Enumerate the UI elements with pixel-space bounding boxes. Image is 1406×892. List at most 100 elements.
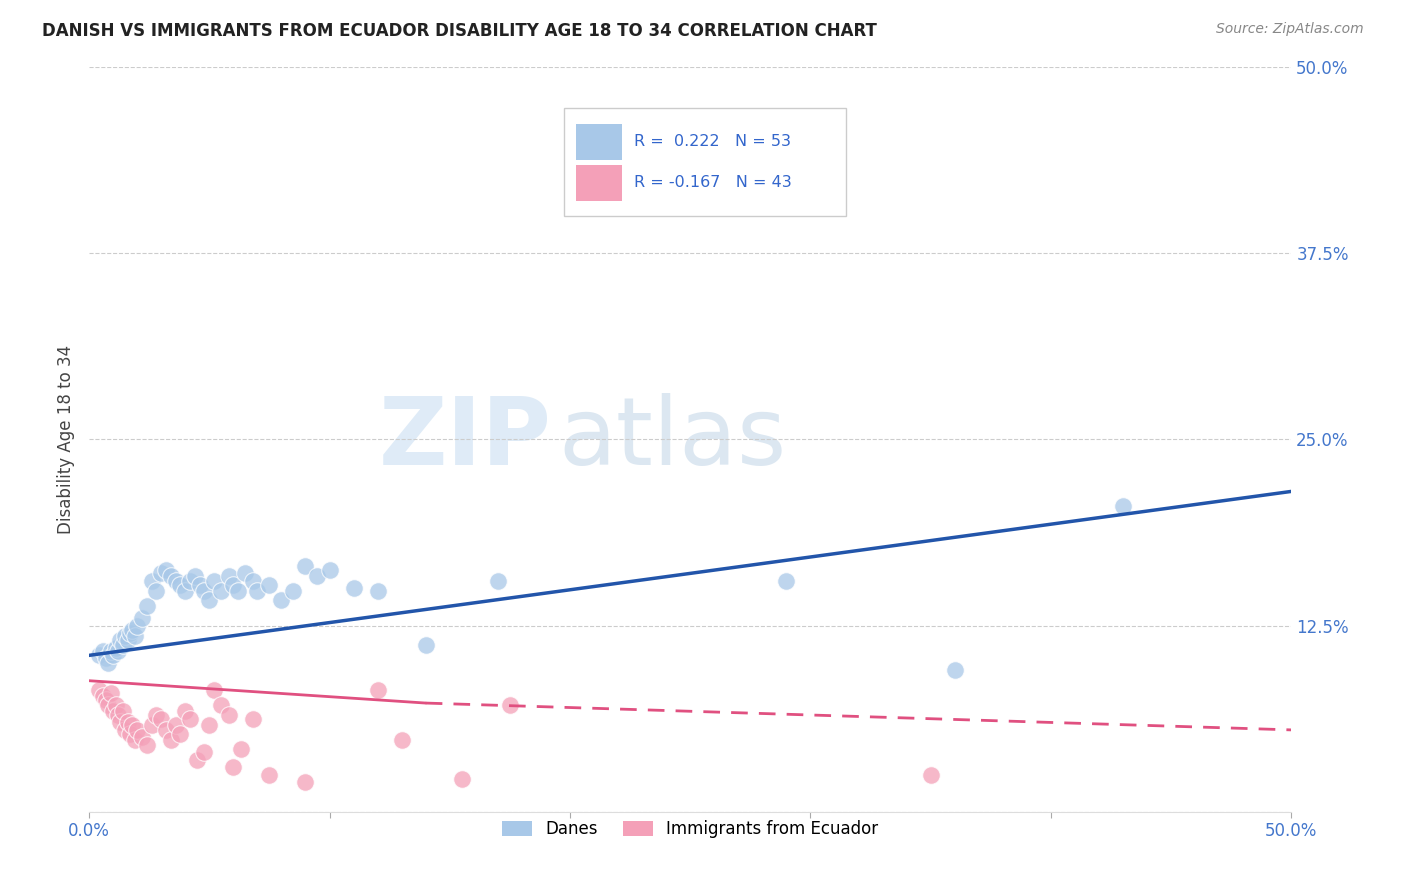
Point xyxy=(229,742,252,756)
Point xyxy=(415,638,437,652)
Text: Source: ZipAtlas.com: Source: ZipAtlas.com xyxy=(1216,22,1364,37)
Bar xyxy=(576,165,621,201)
Point xyxy=(318,563,340,577)
Text: R = -0.167   N = 43: R = -0.167 N = 43 xyxy=(634,176,792,190)
Point xyxy=(107,644,129,658)
Point xyxy=(87,682,110,697)
Bar xyxy=(576,124,621,160)
Point xyxy=(169,578,191,592)
Point xyxy=(87,648,110,663)
Point xyxy=(165,718,187,732)
Point xyxy=(94,651,117,665)
Point xyxy=(202,574,225,588)
Point xyxy=(93,644,115,658)
Point xyxy=(486,574,509,588)
Point xyxy=(775,574,797,588)
Point xyxy=(193,584,215,599)
Point xyxy=(121,623,143,637)
Point xyxy=(141,574,163,588)
Text: DANISH VS IMMIGRANTS FROM ECUADOR DISABILITY AGE 18 TO 34 CORRELATION CHART: DANISH VS IMMIGRANTS FROM ECUADOR DISABI… xyxy=(42,22,877,40)
Point xyxy=(97,698,120,712)
Point xyxy=(188,578,211,592)
Point xyxy=(155,723,177,737)
Point xyxy=(235,566,257,581)
Point xyxy=(450,772,472,786)
Point xyxy=(294,775,316,789)
Point xyxy=(101,648,124,663)
Point xyxy=(117,715,139,730)
Point xyxy=(342,582,364,596)
Point xyxy=(169,727,191,741)
Point xyxy=(159,569,181,583)
Point xyxy=(100,644,122,658)
Point xyxy=(174,704,197,718)
Point xyxy=(218,569,240,583)
Point xyxy=(184,569,207,583)
Point xyxy=(101,704,124,718)
Y-axis label: Disability Age 18 to 34: Disability Age 18 to 34 xyxy=(58,344,75,533)
Point xyxy=(193,745,215,759)
Point xyxy=(307,569,329,583)
Point xyxy=(114,629,136,643)
Text: ZIP: ZIP xyxy=(380,393,553,485)
Point xyxy=(124,733,146,747)
Point xyxy=(165,574,187,588)
Point xyxy=(367,682,389,697)
Point xyxy=(283,584,305,599)
Point xyxy=(93,689,115,703)
Point xyxy=(246,584,269,599)
Point xyxy=(209,584,232,599)
Point xyxy=(222,760,245,774)
Point xyxy=(127,723,149,737)
Point xyxy=(111,704,134,718)
Point xyxy=(127,618,149,632)
Point xyxy=(1112,500,1135,514)
Point xyxy=(100,685,122,699)
Point xyxy=(159,733,181,747)
Text: atlas: atlas xyxy=(558,393,786,485)
Point xyxy=(202,682,225,697)
Point xyxy=(94,693,117,707)
Text: R =  0.222   N = 53: R = 0.222 N = 53 xyxy=(634,135,790,149)
Point xyxy=(270,593,292,607)
Point xyxy=(145,584,167,599)
Point xyxy=(920,767,942,781)
Point xyxy=(114,723,136,737)
Point xyxy=(111,638,134,652)
Legend: Danes, Immigrants from Ecuador: Danes, Immigrants from Ecuador xyxy=(495,814,884,845)
Point xyxy=(104,698,127,712)
Point xyxy=(198,593,221,607)
Point xyxy=(198,718,221,732)
Point xyxy=(242,713,264,727)
Point xyxy=(121,718,143,732)
Point xyxy=(135,599,157,614)
Point xyxy=(222,578,245,592)
Point xyxy=(141,718,163,732)
Point xyxy=(294,558,316,573)
Point xyxy=(145,708,167,723)
FancyBboxPatch shape xyxy=(564,108,846,216)
Point xyxy=(186,753,208,767)
Point xyxy=(117,633,139,648)
Point xyxy=(242,574,264,588)
Point xyxy=(131,731,153,745)
Point xyxy=(259,578,281,592)
Point xyxy=(97,656,120,670)
Point xyxy=(367,584,389,599)
Point xyxy=(499,698,522,712)
Point xyxy=(943,663,966,677)
Point xyxy=(174,584,197,599)
Point xyxy=(179,574,201,588)
Point xyxy=(209,698,232,712)
Point xyxy=(391,733,413,747)
Point xyxy=(631,178,654,193)
Point xyxy=(150,713,173,727)
Point xyxy=(155,563,177,577)
Point xyxy=(118,727,141,741)
Point xyxy=(110,715,132,730)
Point xyxy=(218,708,240,723)
Point xyxy=(150,566,173,581)
Point xyxy=(131,611,153,625)
Point xyxy=(226,584,249,599)
Point xyxy=(179,713,201,727)
